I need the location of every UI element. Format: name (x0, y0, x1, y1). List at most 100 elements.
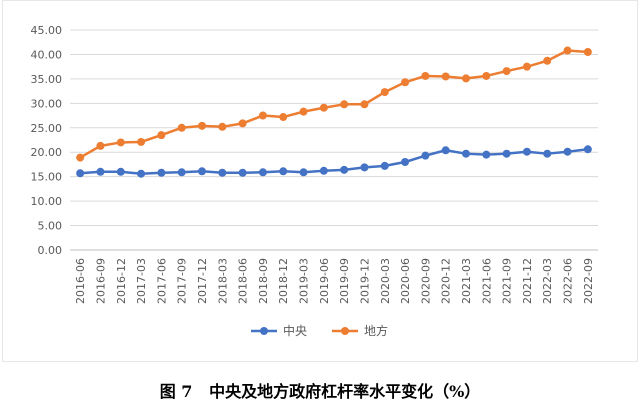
y-tick-label: 45.00 (31, 24, 63, 37)
series-line (79, 49, 588, 159)
x-tick-label: 2017-06 (155, 258, 168, 304)
y-tick-label: 0.00 (38, 244, 63, 257)
data-point (583, 145, 592, 154)
series-1 (76, 46, 592, 162)
data-point (319, 103, 328, 112)
x-tick-label: 2017-12 (196, 258, 209, 304)
data-point (116, 167, 125, 176)
data-point (441, 72, 450, 81)
data-point (583, 48, 592, 56)
data-point (360, 163, 369, 172)
legend-label: 中央 (283, 323, 307, 338)
x-tick-label: 2018-03 (216, 258, 229, 304)
data-point (238, 168, 247, 177)
y-tick-label: 10.00 (31, 195, 63, 208)
legend: 中央 地方 (251, 323, 388, 338)
line-chart: 0.00 5.00 10.00 15.00 20.00 25.00 30.00 35.00 40… (31, 24, 598, 338)
data-point (340, 165, 349, 174)
data-point (462, 74, 470, 83)
gridlines (70, 29, 598, 251)
data-point (543, 56, 552, 65)
y-axis-ticks: 0.00 5.00 10.00 15.00 20.00 25.00 30.00 35.00 40… (31, 24, 63, 257)
data-point (137, 137, 146, 146)
data-point (360, 100, 369, 109)
x-tick-label: 2018-12 (277, 258, 290, 304)
data-point (299, 168, 308, 177)
x-axis-ticks: 2016-06 2016-09 2016-12 2017-03 2017-06 2017-… (74, 258, 595, 304)
data-point (76, 153, 85, 162)
x-tick-label: 2019-12 (358, 258, 371, 304)
series-lines (76, 46, 592, 178)
x-tick-label: 2022-03 (541, 258, 554, 304)
data-point (502, 149, 511, 158)
data-point (299, 107, 308, 116)
data-point (177, 168, 186, 177)
x-tick-label: 2018-09 (257, 258, 270, 304)
data-point (502, 67, 511, 76)
x-tick-label: 2020-09 (419, 258, 432, 304)
x-tick-label: 2019-03 (298, 258, 311, 304)
data-point (563, 46, 572, 55)
x-tick-label: 2020-03 (379, 258, 392, 304)
data-point (198, 167, 206, 176)
x-tick-label: 2021-09 (501, 258, 514, 304)
y-tick-label: 40.00 (31, 48, 63, 61)
legend-item: 中央 (251, 323, 307, 338)
x-tick-label: 2021-06 (480, 258, 493, 304)
data-point (482, 150, 491, 159)
data-point (522, 62, 531, 71)
series-0 (76, 145, 592, 178)
data-point (137, 169, 146, 178)
data-point (421, 71, 430, 80)
data-point (401, 78, 410, 87)
x-tick-label: 2016-12 (115, 258, 128, 304)
legend-swatch-marker (260, 327, 268, 335)
x-tick-label: 2021-12 (521, 258, 534, 304)
data-point (279, 113, 288, 122)
series-line (80, 148, 588, 175)
legend-swatch-marker (341, 327, 349, 335)
data-point (258, 111, 267, 120)
data-point (116, 138, 125, 147)
data-point (218, 168, 227, 177)
data-point (380, 161, 389, 170)
data-point (421, 151, 430, 160)
x-tick-label: 2020-12 (440, 258, 453, 304)
x-tick-label: 2019-06 (318, 258, 331, 304)
data-point (198, 121, 206, 130)
x-tick-label: 2017-09 (176, 258, 189, 304)
x-tick-label: 2020-06 (399, 258, 412, 304)
x-tick-label: 2019-09 (338, 258, 351, 304)
chart-frame (2, 0, 638, 362)
data-point (258, 168, 267, 177)
y-tick-label: 35.00 (31, 73, 63, 86)
x-tick-label: 2022-06 (562, 258, 575, 304)
y-tick-label: 25.00 (31, 122, 63, 135)
data-point (157, 168, 166, 177)
data-point (96, 167, 105, 176)
x-tick-label: 2017-03 (135, 258, 148, 304)
data-point (177, 123, 186, 132)
y-tick-label: 15.00 (31, 171, 63, 184)
data-point (441, 146, 450, 155)
data-point (238, 119, 247, 128)
data-point (340, 100, 349, 109)
data-point (157, 131, 166, 140)
x-tick-label: 2016-09 (94, 258, 107, 304)
data-point (563, 147, 572, 156)
data-point (380, 88, 389, 97)
x-tick-label: 2022-09 (582, 258, 595, 304)
data-point (218, 122, 227, 131)
x-tick-label: 2016-06 (74, 258, 87, 304)
data-point (482, 71, 491, 80)
data-point (401, 158, 410, 166)
y-tick-label: 20.00 (31, 146, 63, 159)
data-point (543, 149, 552, 158)
y-tick-label: 30.00 (31, 97, 63, 110)
data-point (522, 147, 531, 156)
figure-caption: 图 7 中央及地方政府杠杆率水平变化（%） (159, 382, 481, 401)
y-tick-label: 5.00 (38, 220, 63, 233)
x-tick-label: 2018-06 (237, 258, 250, 304)
legend-item: 地方 (332, 323, 388, 338)
data-point (76, 169, 85, 178)
